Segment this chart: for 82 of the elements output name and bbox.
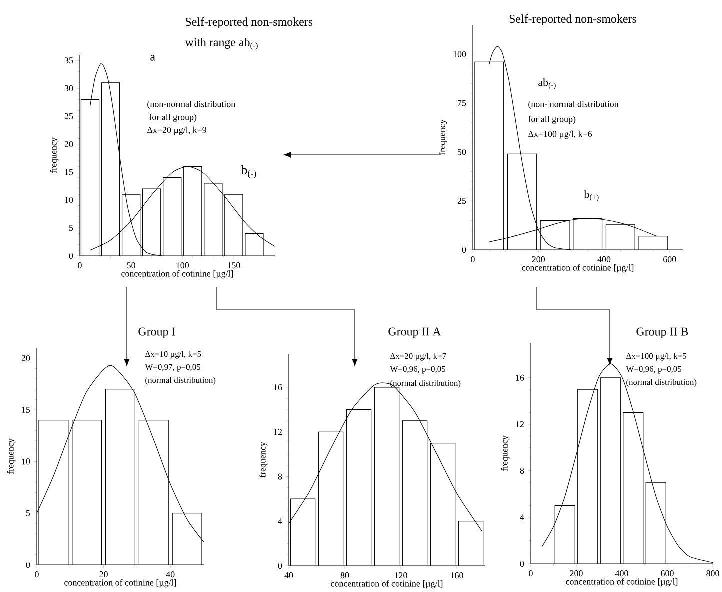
chart-title: Self-reported non-smokers [186, 18, 313, 28]
annotation: Δx=10 µg/l, k=5 [146, 351, 202, 359]
y-tick-label: 5 [26, 510, 30, 516]
y-tick-label: 100 [454, 51, 466, 58]
y-axis-title: frequency [50, 138, 59, 174]
y-tick-label: 0 [278, 562, 282, 570]
x-tick-label: 0 [35, 572, 39, 578]
x-tick-label: 160 [451, 572, 464, 579]
x-tick-label: 0 [471, 256, 475, 263]
y-tick-label: 16 [516, 374, 524, 381]
y-tick-label: 8 [278, 474, 282, 480]
x-tick-label: 80 [340, 572, 350, 579]
y-tick-label: 15 [22, 407, 30, 414]
x-tick-label: 40 [166, 572, 175, 578]
y-axis-title: frequency [7, 438, 16, 474]
y-tick-label: 12 [516, 421, 524, 428]
x-tick-label: 120 [395, 572, 408, 579]
y-tick-label: 10 [65, 197, 74, 204]
y-tick-label: 0 [462, 246, 466, 254]
y-tick-label: 50 [458, 149, 466, 156]
annotation: b$_{(-)}$ [241, 165, 256, 179]
x-axis-title: concentration of cotinine [µg/l] [331, 580, 443, 589]
x-tick-label: 150 [228, 262, 240, 269]
x-tick-label: 40 [284, 572, 294, 579]
y-tick-label: 16 [274, 384, 282, 390]
chart-title: Self-reported non-smokers [510, 14, 636, 26]
x-tick-label: 0 [78, 262, 82, 269]
annotation: Δx=100 µg/l, k=5 [626, 353, 686, 361]
x-tick-label: 20 [100, 572, 108, 578]
annotation: W=0,97, p=0,05 [145, 364, 201, 372]
x-axis-title: concentration of cotinine [µg/l] [122, 270, 234, 279]
x-tick-label: 800 [706, 570, 720, 577]
y-tick-label: 25 [458, 198, 466, 204]
y-axis-title: frequency [501, 436, 510, 472]
y-tick-label: 20 [64, 141, 74, 148]
annotation: Δx=20 µg/l, k=9 [148, 126, 206, 136]
x-tick-label: 400 [598, 256, 611, 263]
y-tick-label: 35 [64, 58, 74, 64]
annotation: for all group) [149, 114, 197, 122]
x-tick-label: 600 [661, 570, 674, 577]
annotation: (normal distribution) [390, 380, 461, 388]
y-tick-label: 10 [22, 458, 30, 465]
x-tick-label: 50 [127, 262, 136, 269]
y-tick-label: 4 [278, 518, 282, 524]
annotation: a [150, 55, 156, 61]
annotation: ab$_{(-)}$ [538, 78, 556, 90]
x-tick-label: 200 [532, 256, 546, 263]
chart-title: Group II A [388, 328, 442, 338]
y-tick-label: 8 [520, 468, 524, 474]
annotation: W=0,96, p=0,05 [390, 366, 446, 374]
y-axis-title: frequency [259, 442, 268, 478]
annotation: Δx=20 µg/l, k=7 [390, 353, 446, 361]
y-tick-label: 4 [520, 514, 524, 520]
y-tick-label: 25 [64, 113, 74, 120]
annotation: (normal distribution) [626, 379, 697, 387]
annotation: Δx=100 µg/l, k=6 [528, 130, 592, 140]
y-tick-label: 12 [274, 429, 282, 436]
y-tick-label: 20 [22, 355, 30, 362]
chart-title: Group I [138, 328, 176, 338]
y-axis-title: frequency [438, 120, 448, 156]
x-tick-label: 100 [176, 262, 190, 269]
x-axis-title: concentration of cotinine [µg/l] [64, 579, 176, 588]
annotation: (normal distribution) [146, 377, 216, 385]
annotation: for all group) [528, 116, 576, 124]
annotation: (non- normal distribution [528, 100, 619, 110]
chart-title: Group II B [636, 328, 688, 338]
x-tick-label: 200 [570, 570, 583, 577]
annotation: (non-normal distribution [148, 100, 236, 110]
annotation: W=0,96, p=0,05 [626, 366, 682, 374]
y-tick-label: 75 [458, 100, 466, 106]
y-tick-label: 0 [520, 560, 524, 568]
x-axis-title: concentration of cotinine [µg/l] [522, 264, 634, 273]
x-tick-label: 0 [529, 570, 533, 577]
annotation: b$_{(+)}$ [584, 190, 599, 202]
y-tick-label: 30 [64, 85, 74, 92]
y-tick-label: 5 [70, 225, 74, 232]
chart-subtitle: with range ab$_{(-)}$ [185, 38, 258, 50]
x-axis-title: concentration of cotinine [µg/l] [566, 578, 678, 587]
x-tick-label: 400 [615, 570, 628, 577]
y-tick-label: 15 [65, 169, 74, 176]
y-tick-label: 0 [26, 562, 30, 568]
x-tick-label: 600 [664, 256, 676, 263]
